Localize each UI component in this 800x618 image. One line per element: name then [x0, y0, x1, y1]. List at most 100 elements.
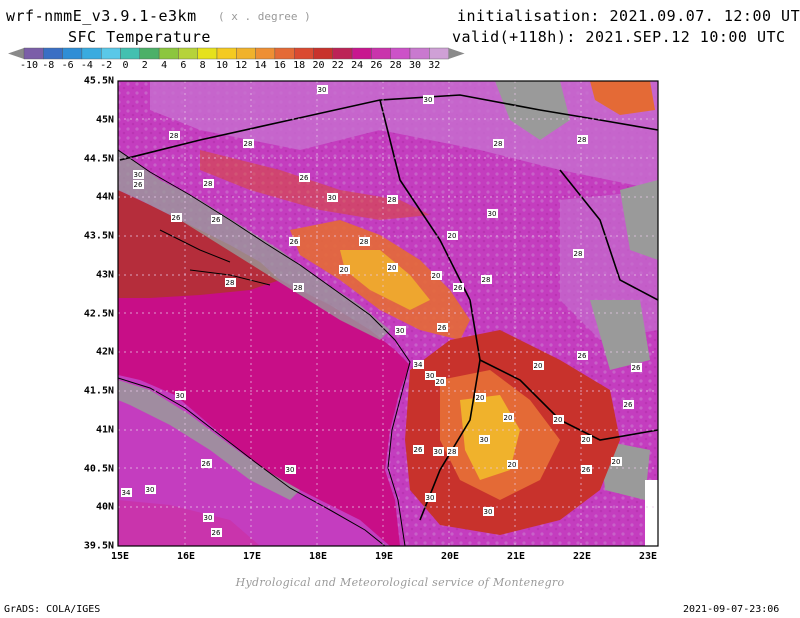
contour-label: 30: [396, 327, 405, 335]
contour-label-bg: [203, 513, 214, 522]
contour-label: 26: [290, 238, 299, 246]
croatia-coast-grey: [118, 150, 390, 340]
contour-label-bg: [425, 493, 436, 502]
contour-label-bg: [425, 371, 436, 380]
colorbar-tick-label: -2: [100, 60, 113, 71]
contour-label-bg: [481, 275, 492, 284]
contour-label-bg: [121, 488, 132, 497]
contour-label-bg: [437, 323, 448, 332]
missing-data-strip: [645, 480, 658, 546]
latitude-label: 42N: [95, 346, 114, 358]
contour-label: 20: [508, 461, 517, 469]
timestamp: 2021-09-07-23:06: [683, 604, 780, 615]
contour-label: 20: [436, 378, 445, 386]
contour-label: 20: [612, 458, 621, 466]
contour-label-bg: [211, 528, 222, 537]
init-time: initialisation: 2021.09.07. 12:00 UTC: [457, 7, 800, 25]
contour-label: 20: [554, 416, 563, 424]
colorbar-tick-label: 18: [293, 60, 306, 71]
colorbar-arrow-left: [8, 48, 24, 59]
contour-label-bg: [413, 445, 424, 454]
latitude-label: 45N: [95, 114, 114, 126]
colorbar-swatch: [429, 47, 449, 60]
mountain-area-e: [620, 180, 658, 260]
longitude-label: 15E: [110, 551, 130, 562]
contour-label: 30: [480, 436, 489, 444]
contour-label-bg: [289, 237, 300, 246]
contour-label-bg: [299, 173, 310, 182]
contour-label-bg: [293, 283, 304, 292]
contour-label: 28: [244, 140, 253, 148]
colorbar-tick-label: 26: [370, 60, 383, 71]
contour-label-bg: [623, 400, 634, 409]
contour-label: 20: [476, 394, 485, 402]
latitude-label: 43.5N: [83, 230, 114, 242]
contour-label: 26: [454, 284, 463, 292]
warm-band-north: [200, 150, 430, 220]
colorbar-tick-label: 22: [331, 60, 344, 71]
contour-label-bg: [133, 170, 144, 179]
colorbar-tick-label: 8: [199, 60, 206, 71]
colorbar-tick-label: 30: [408, 60, 422, 71]
colorbar-tick-label: 0: [122, 60, 129, 71]
contour-label-bg: [447, 231, 458, 240]
contour-label: 26: [300, 174, 309, 182]
contour-label-bg: [577, 135, 588, 144]
units-label: ( x . degree ): [218, 10, 311, 23]
contour-label-bg: [447, 447, 458, 456]
contour-label: 30: [146, 486, 155, 494]
hot-spot-ne: [590, 81, 655, 115]
latitude-label: 42.5N: [83, 308, 114, 319]
colorbar-tick-label: 24: [351, 60, 364, 71]
coastlines: [118, 149, 411, 546]
colorbar-tick-label: -6: [61, 60, 74, 71]
latitude-label: 44N: [95, 191, 114, 203]
contour-label: 26: [134, 181, 143, 189]
contour-label-bg: [431, 271, 442, 280]
contour-label: 34: [414, 361, 423, 369]
contour-label-bg: [487, 209, 498, 218]
contour-label-bg: [285, 465, 296, 474]
colorbar: [8, 47, 465, 60]
colorbar-tick-label: 28: [389, 60, 402, 71]
model-title: wrf-nmmE_v3.9.1-e3km: [6, 7, 197, 25]
contour-label: 28: [482, 276, 491, 284]
contour-label-bg: [175, 391, 186, 400]
colorbar-tick-label: 14: [254, 60, 267, 71]
grads-label: GrADS: COLA/IGES: [4, 604, 101, 615]
contour-label-bg: [423, 95, 434, 104]
contour-label-bg: [573, 249, 584, 258]
contour-label-bg: [611, 457, 622, 466]
contour-label-bg: [581, 435, 592, 444]
longitude-label: 18E: [308, 551, 328, 562]
contour-label: 20: [432, 272, 441, 280]
longitude-label: 23E: [638, 551, 658, 562]
colorbar-tick-label: 4: [161, 60, 168, 71]
contour-label-bg: [581, 465, 592, 474]
colorbar-tick-label: 10: [215, 60, 229, 71]
contour-label: 28: [226, 279, 235, 287]
contour-label: 28: [360, 238, 369, 246]
contour-label: 30: [134, 171, 143, 179]
contour-label: 28: [388, 196, 397, 204]
contour-label: 20: [582, 436, 591, 444]
contour-label: 26: [212, 216, 221, 224]
latitude-label: 39.5N: [83, 540, 114, 552]
longitude-label: 20E: [440, 551, 460, 562]
contour-label: 30: [488, 210, 497, 218]
mountain-area-se: [590, 300, 650, 370]
contour-label-bg: [483, 507, 494, 516]
contour-label-bg: [507, 460, 518, 469]
contour-labels: 30 30 28 28 28 28 28 26 30 28 30 30 26 26 26 28 20 20 28 20…: [121, 85, 642, 537]
hot-area-central: [340, 250, 430, 310]
contour-label: 30: [318, 86, 327, 94]
latitude-label: 41N: [95, 424, 114, 436]
contour-label: 30: [286, 466, 295, 474]
colorbar-tick-label: -8: [42, 60, 55, 71]
mountain-area-ne: [495, 81, 570, 140]
longitude-label: 17E: [242, 551, 262, 562]
contour-label-bg: [475, 393, 486, 402]
contour-label-bg: [203, 179, 214, 188]
contour-label-bg: [387, 263, 398, 272]
